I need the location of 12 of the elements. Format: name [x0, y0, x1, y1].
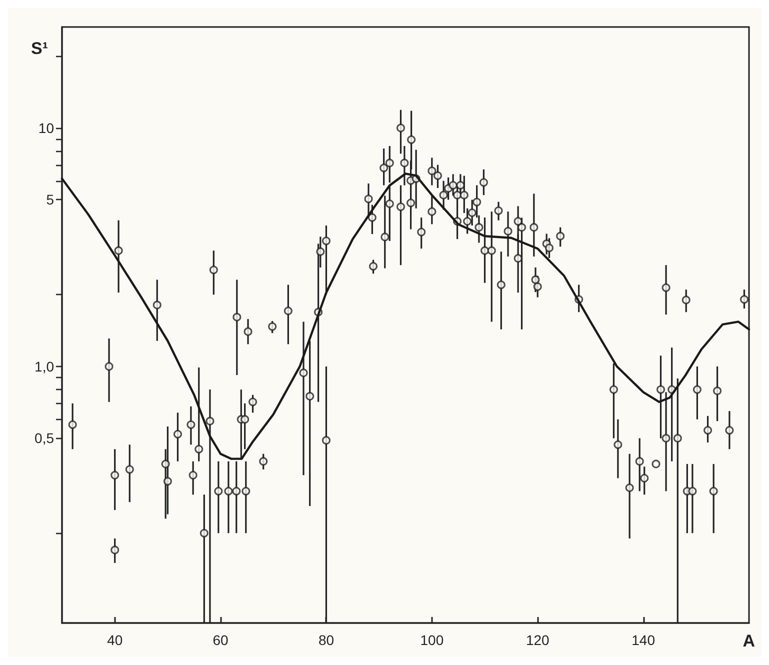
x-tick-label: 40 [107, 632, 123, 648]
y-tick-label: 10 [38, 120, 54, 136]
x-tick-label: 120 [526, 632, 550, 648]
y-axis-title: S¹ [31, 39, 48, 58]
x-tick-label: 140 [632, 632, 656, 648]
x-tick-label: 100 [420, 632, 444, 648]
x-tick-label: 60 [212, 632, 229, 648]
x-tick-label: 80 [318, 632, 334, 648]
x-axis-title: A [742, 632, 755, 650]
y-tick-label: 1,0 [34, 358, 54, 374]
y-tick-label: 0,5 [34, 430, 54, 446]
y-tick-label: 5 [46, 192, 54, 208]
